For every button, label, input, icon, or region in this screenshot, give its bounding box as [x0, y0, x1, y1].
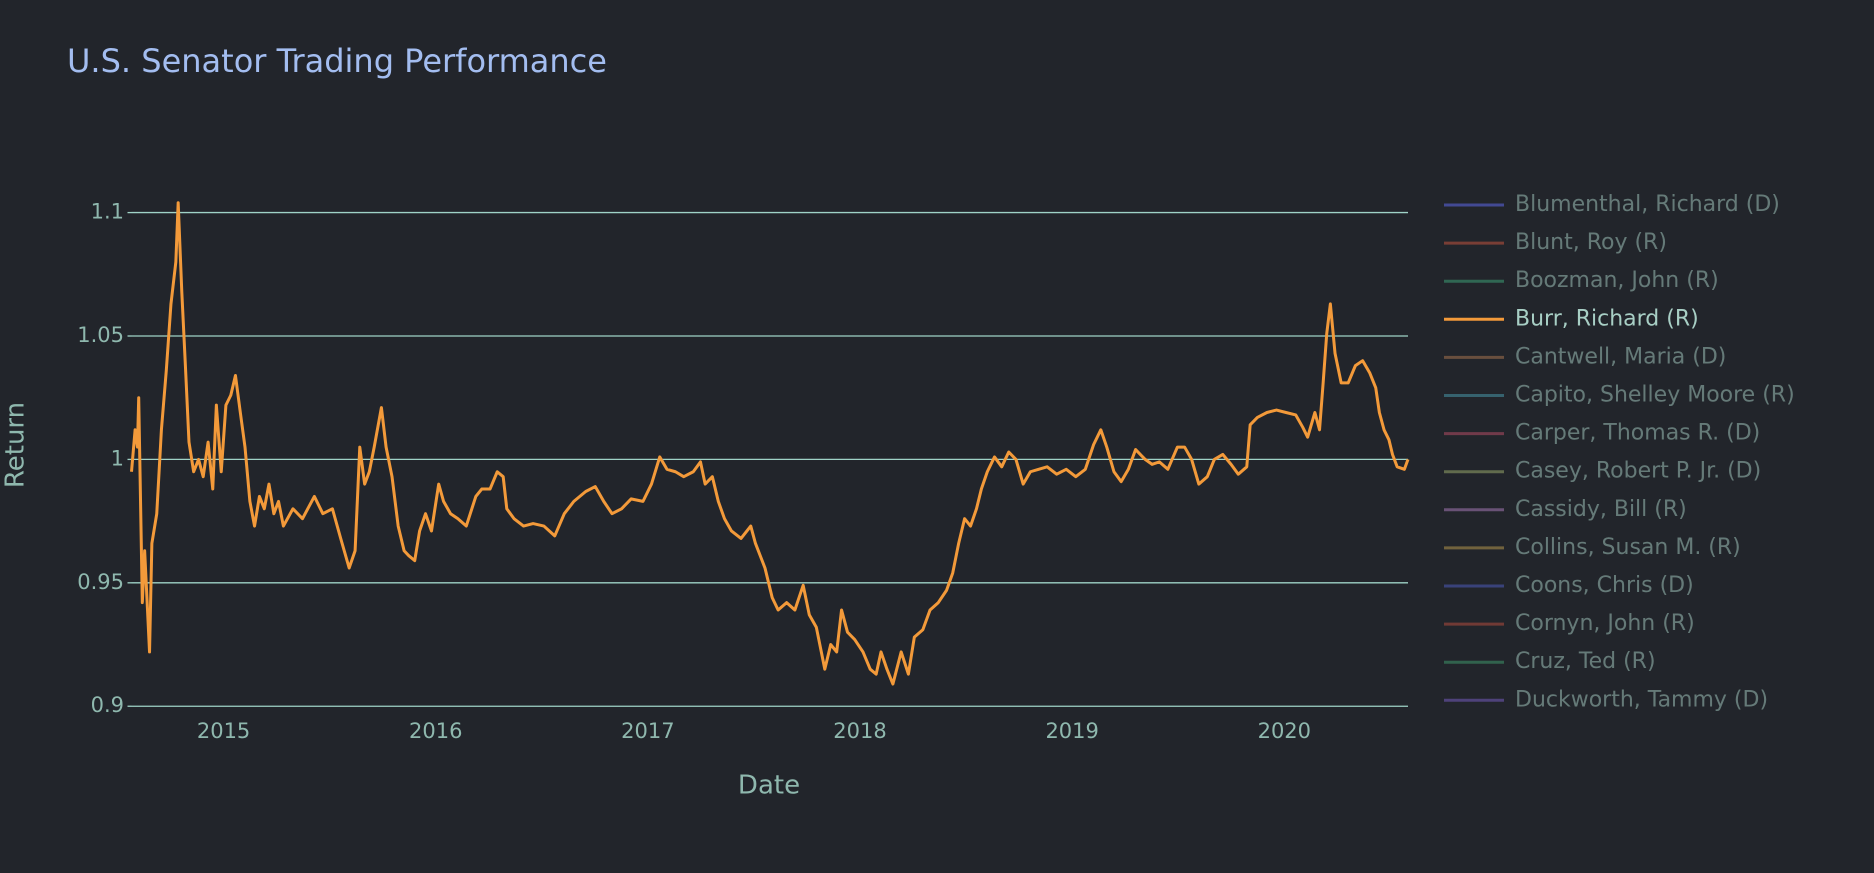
legend-label[interactable]: Cassidy, Bill (R): [1515, 497, 1687, 522]
legend-label[interactable]: Blunt, Roy (R): [1515, 230, 1667, 255]
legend-label[interactable]: Collins, Susan M. (R): [1515, 535, 1741, 560]
x-tick-label: 2017: [621, 719, 674, 743]
y-tick-label: 1.05: [77, 323, 124, 347]
legend-label[interactable]: Duckworth, Tammy (D): [1515, 687, 1768, 712]
legend-label[interactable]: Carper, Thomas R. (D): [1515, 421, 1760, 446]
x-tick-label: 2016: [409, 719, 462, 743]
legend-label[interactable]: Cornyn, John (R): [1515, 611, 1695, 636]
x-tick-label: 2018: [833, 719, 886, 743]
y-axis-title: Return: [1, 402, 31, 488]
x-tick-label: 2019: [1045, 719, 1098, 743]
legend-label[interactable]: Boozman, John (R): [1515, 268, 1719, 293]
series-line: [130, 201, 1410, 686]
legend-label[interactable]: Blumenthal, Richard (D): [1515, 192, 1780, 217]
legend-label[interactable]: Casey, Robert P. Jr. (D): [1515, 459, 1761, 484]
legend-label[interactable]: Capito, Shelley Moore (R): [1515, 383, 1795, 408]
x-tick-label: 2015: [197, 719, 250, 743]
legend-label[interactable]: Cantwell, Maria (D): [1515, 344, 1726, 369]
y-tick-label: 1.1: [91, 200, 124, 224]
y-tick-label: 0.9: [91, 693, 124, 717]
x-axis-title: Date: [738, 771, 800, 801]
chart-title: U.S. Senator Trading Performance: [67, 42, 607, 80]
x-tick-label: 2020: [1258, 719, 1311, 743]
legend-label[interactable]: Burr, Richard (R): [1515, 306, 1699, 331]
legend-label[interactable]: Cruz, Ted (R): [1515, 649, 1656, 674]
legend-label[interactable]: Coons, Chris (D): [1515, 573, 1694, 598]
y-tick-label: 0.95: [77, 570, 124, 594]
y-tick-label: 1: [111, 446, 124, 470]
